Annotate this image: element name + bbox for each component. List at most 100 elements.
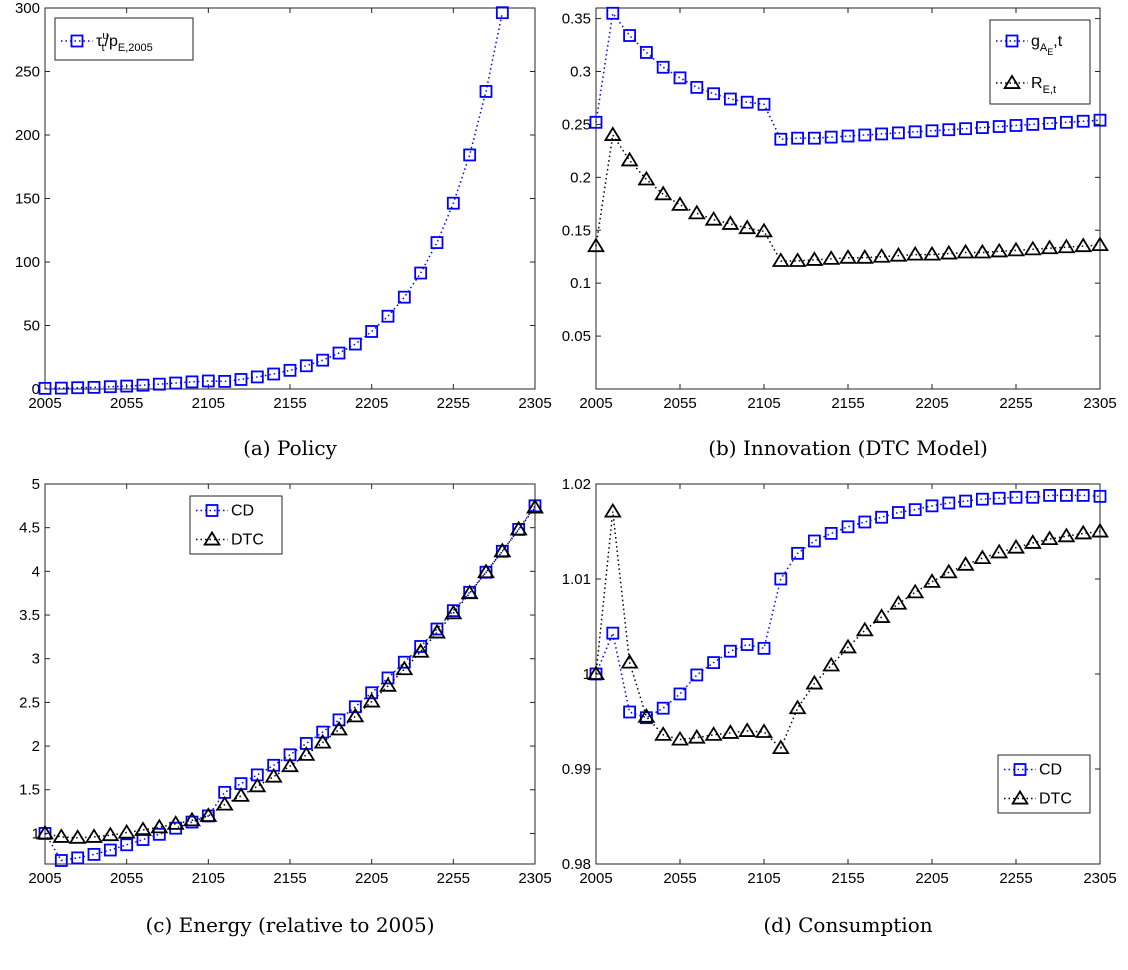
data-point — [183, 811, 201, 827]
data-point — [1007, 538, 1025, 554]
data-point — [603, 502, 622, 518]
data-point — [365, 686, 379, 700]
data-point — [1026, 490, 1040, 504]
data-point — [152, 827, 166, 841]
data-point — [1040, 239, 1059, 255]
data-point — [640, 46, 653, 59]
data-point — [1057, 238, 1076, 254]
data-point — [1009, 490, 1023, 504]
x-tick-label: 2255 — [437, 870, 470, 887]
legend-label: CD — [231, 503, 254, 520]
legend-marker — [1005, 34, 1019, 48]
data-point — [606, 6, 620, 20]
data-point — [656, 60, 670, 74]
data-point — [654, 185, 673, 201]
data-point — [1057, 527, 1076, 543]
x-tick-label: 2055 — [110, 395, 143, 412]
x-tick-label: 2055 — [663, 870, 696, 887]
data-point — [788, 699, 807, 715]
data-point — [872, 608, 891, 623]
data-point — [755, 723, 773, 738]
plot-frame — [44, 7, 536, 390]
data-point — [283, 363, 297, 377]
data-point — [805, 251, 824, 266]
data-point — [71, 381, 85, 395]
x-tick-label: 2255 — [999, 395, 1032, 412]
data-point — [1074, 524, 1093, 540]
y-tick-label: 4 — [32, 563, 40, 580]
x-tick-label: 2105 — [747, 870, 780, 887]
data-point — [68, 829, 87, 844]
data-point — [872, 247, 891, 263]
data-point — [297, 746, 316, 761]
data-point — [85, 828, 103, 843]
y-tick-label: 0.98 — [562, 856, 591, 873]
data-point — [281, 757, 299, 773]
series-g_A_E,t — [589, 6, 1107, 146]
data-point — [892, 506, 905, 519]
data-point — [757, 97, 771, 111]
data-point — [721, 724, 740, 739]
data-point — [1074, 237, 1093, 253]
data-point — [771, 739, 790, 755]
y-tick-label: 300 — [15, 0, 40, 17]
data-point — [1091, 236, 1109, 252]
data-point — [908, 503, 922, 517]
data-point — [199, 807, 218, 822]
data-point — [707, 87, 720, 101]
x-tick-label: 2205 — [355, 395, 388, 412]
legend-marker — [203, 530, 221, 546]
data-point — [587, 237, 605, 253]
data-point — [959, 494, 972, 508]
data-point — [479, 85, 493, 98]
data-point — [365, 325, 379, 338]
chart-caption: (b) Innovation (DTC Model) — [708, 436, 988, 460]
data-point — [923, 245, 941, 261]
data-point — [313, 733, 332, 749]
data-point — [942, 496, 956, 510]
chart-caption: (d) Consumption — [763, 913, 932, 937]
series-τ_t^u/p_E,2005 — [38, 6, 509, 395]
data-point — [707, 656, 720, 669]
data-point — [428, 623, 446, 639]
data-point — [956, 556, 975, 571]
series-DTC — [36, 498, 544, 844]
data-point — [939, 244, 958, 260]
data-point — [620, 151, 639, 167]
data-point — [704, 726, 723, 741]
legend-marker — [1003, 74, 1021, 89]
data-point — [721, 215, 740, 230]
data-point — [973, 243, 992, 259]
y-tick-label: 0.35 — [562, 11, 591, 28]
data-point — [875, 510, 888, 524]
data-point — [906, 583, 925, 599]
data-point — [1091, 522, 1109, 538]
data-point — [788, 252, 807, 267]
series-CD — [38, 499, 542, 867]
legend: τu t/pE,2005 — [54, 17, 194, 61]
data-point — [855, 249, 874, 264]
series-R_E,t — [587, 126, 1109, 267]
data-point — [330, 720, 348, 736]
x-tick-label: 2105 — [192, 870, 225, 887]
data-point — [623, 29, 636, 42]
data-point — [724, 644, 737, 658]
data-point — [687, 728, 706, 744]
y-tick-label: 250 — [15, 64, 40, 81]
data-point — [822, 250, 841, 265]
data-point — [824, 130, 838, 144]
x-tick-label: 2205 — [915, 870, 948, 887]
y-tick-label: 3 — [32, 651, 40, 668]
y-tick-label: 0.3 — [570, 64, 591, 81]
data-point — [942, 123, 956, 137]
series-line — [595, 494, 1101, 719]
data-point — [603, 126, 622, 141]
data-point — [185, 375, 199, 389]
data-point — [620, 653, 639, 669]
series-line — [44, 12, 504, 390]
data-point — [232, 787, 250, 802]
data-point — [477, 563, 495, 579]
data-point — [690, 668, 704, 682]
legend: CD DTC — [189, 495, 283, 555]
